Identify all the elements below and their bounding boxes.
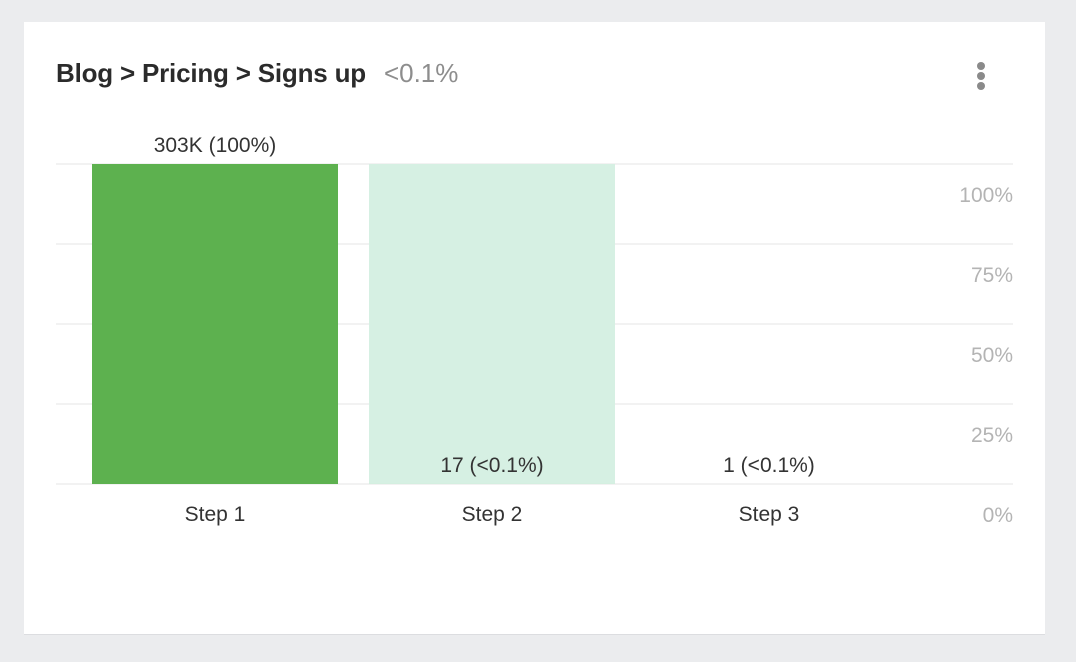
x-tick-label: Step 3 [739,503,800,526]
x-tick-label: Step 2 [462,503,523,526]
data-label: 303K (100%) [154,134,277,157]
more-vertical-icon[interactable] [970,58,992,94]
funnel-title: Blog > Pricing > Signs up [56,58,366,88]
x-tick-label: Step 1 [185,503,246,526]
x-axis-labels: Step 1 Step 2 Step 3 [185,503,800,526]
menu-dot [977,72,985,80]
background-bar [369,164,615,484]
y-axis-labels: 0% 25% 50% 75% 100% [959,184,1013,527]
y-tick-label: 75% [971,264,1013,287]
data-label: 17 (<0.1%) [440,454,543,477]
card-header: Blog > Pricing > Signs up <0.1% [56,58,458,89]
conversion-rate: <0.1% [383,58,459,88]
menu-dot [977,62,985,70]
y-tick-label: 100% [959,184,1013,207]
y-tick-label: 50% [971,344,1013,367]
data-labels: 303K (100%) 17 (<0.1%) 1 (<0.1%) [154,134,815,477]
bars [92,164,892,484]
y-tick-label: 0% [983,504,1013,527]
data-label: 1 (<0.1%) [723,454,815,477]
menu-dot [977,82,985,90]
background-bars [369,164,615,484]
y-tick-label: 25% [971,424,1013,447]
bar[interactable] [92,164,338,484]
